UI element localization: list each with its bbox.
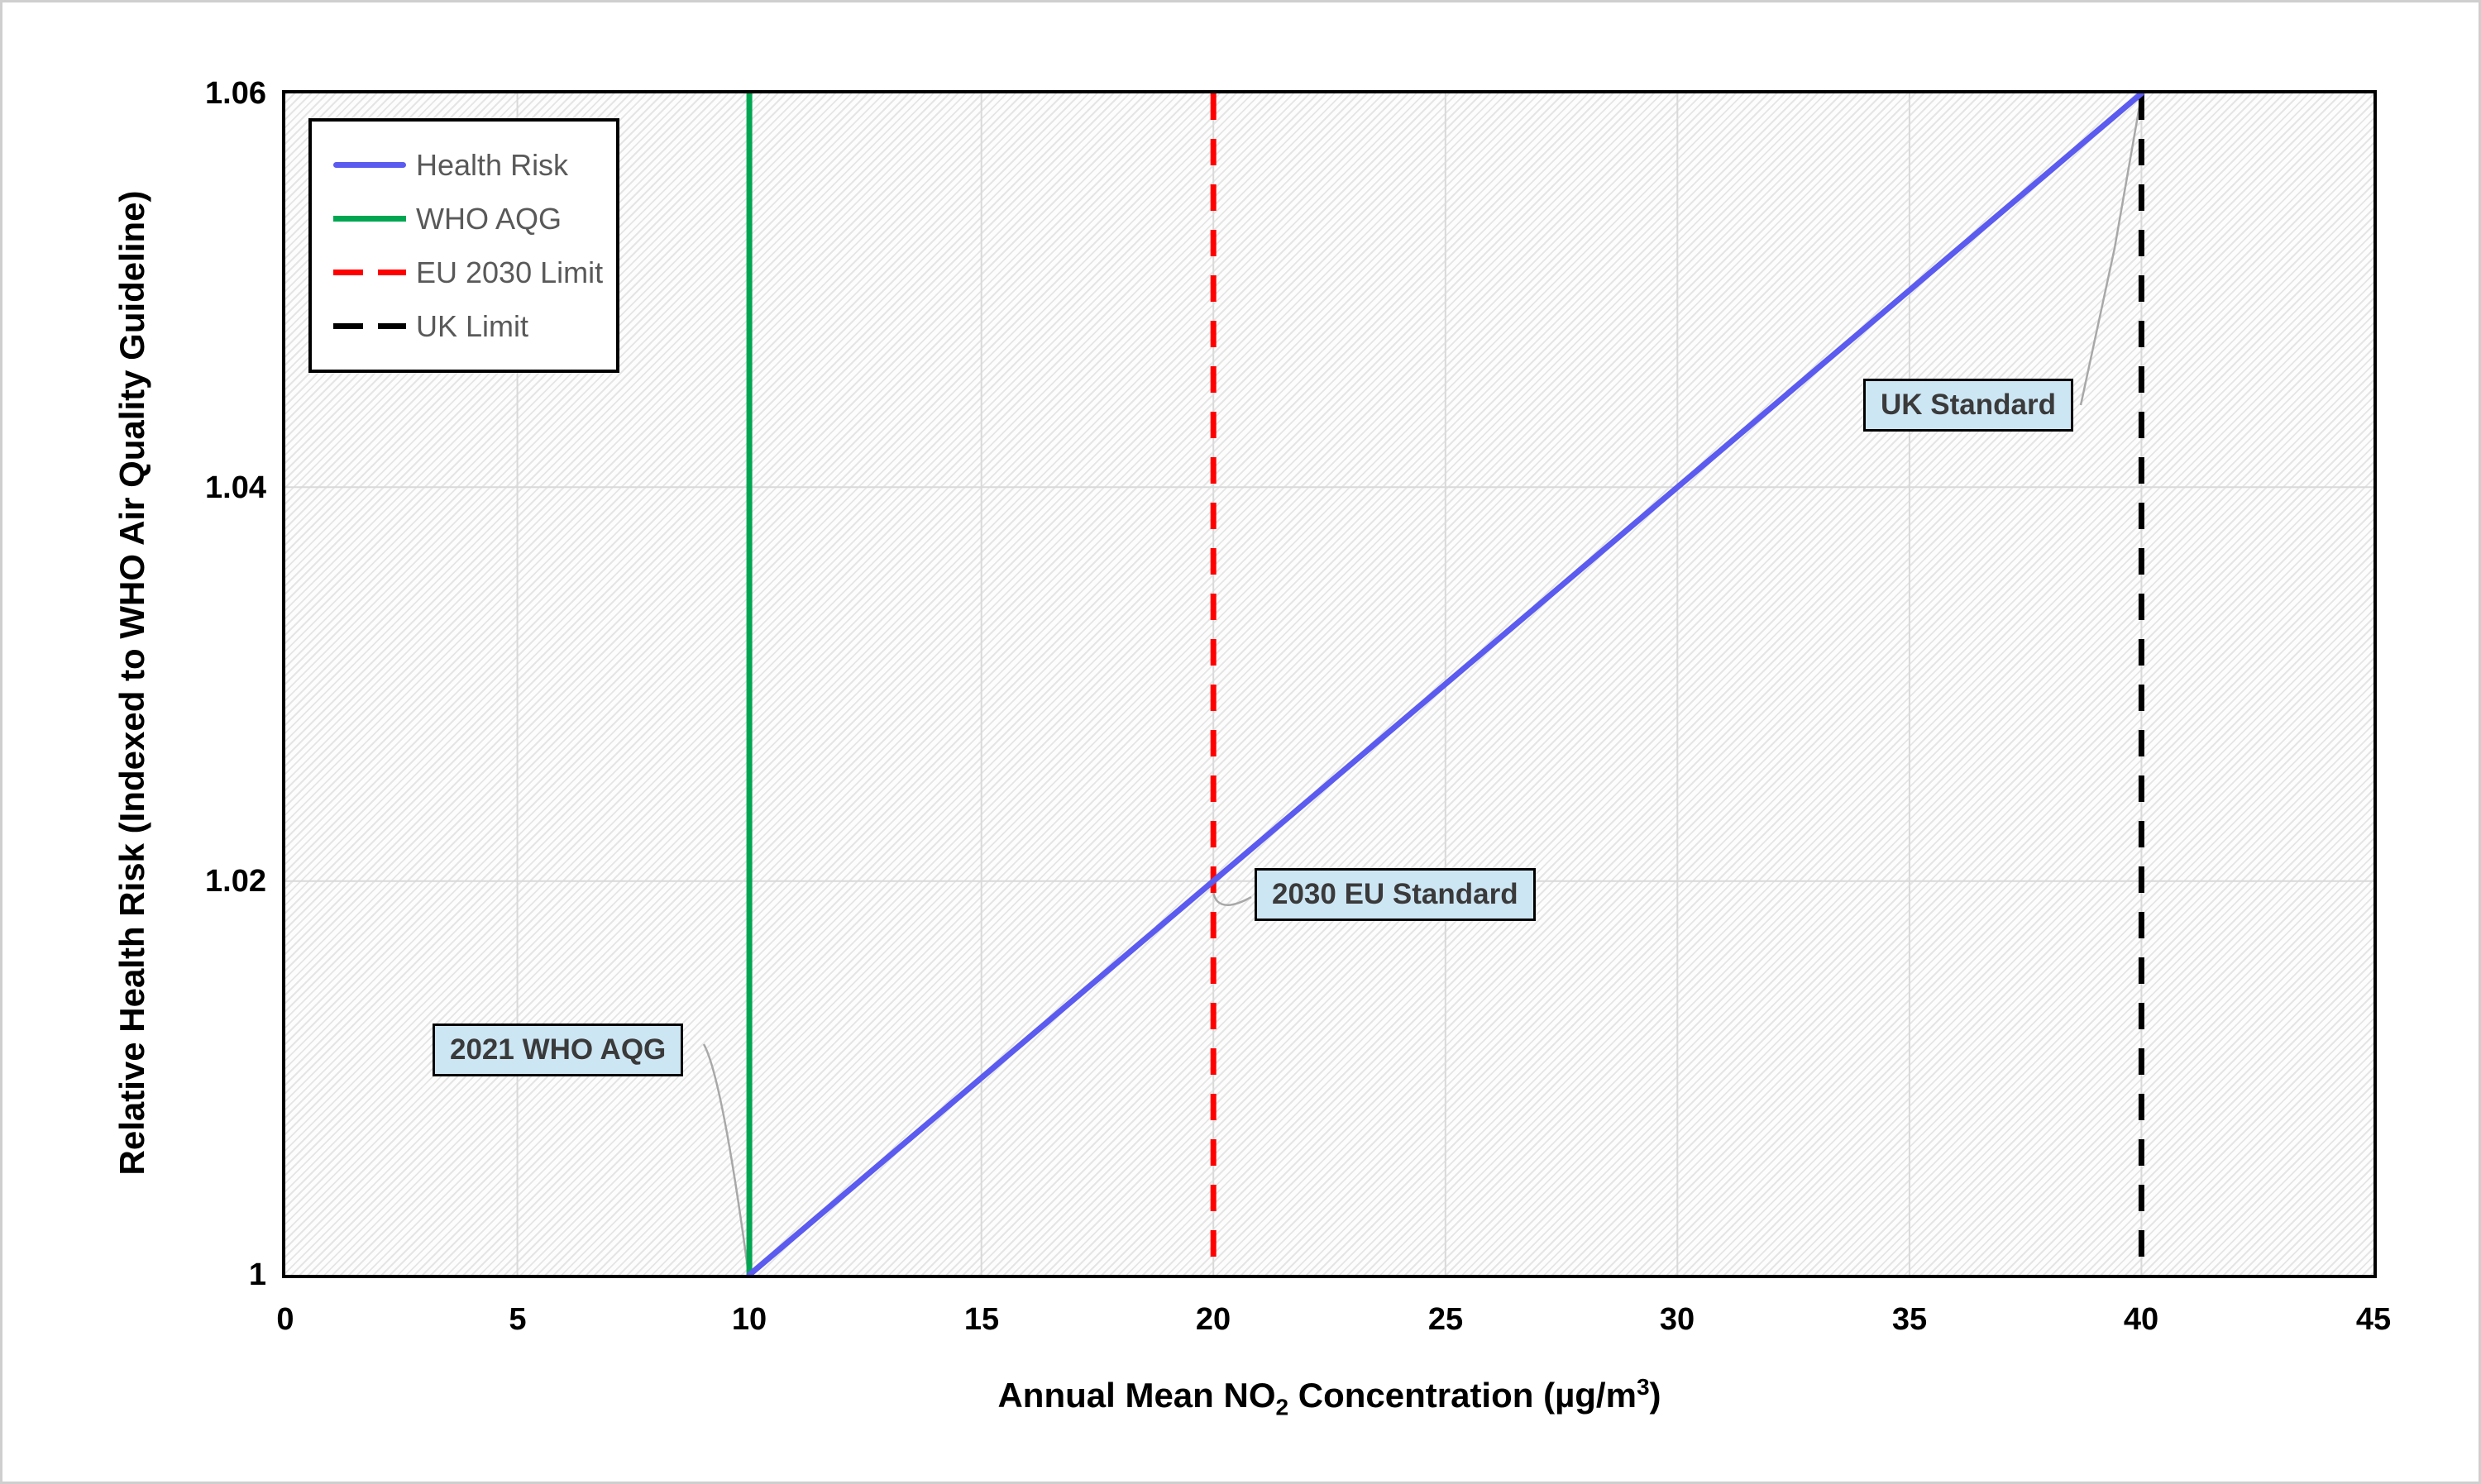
uk-limit-line-sample bbox=[333, 323, 406, 329]
x-tick-label: 25 bbox=[1427, 1302, 1464, 1337]
legend: Health Risk WHO AQG EU 2030 Limit UK Lim… bbox=[308, 118, 619, 373]
legend-label: EU 2030 Limit bbox=[416, 255, 604, 289]
x-axis-title-text: Annual Mean NO bbox=[997, 1376, 1276, 1415]
eu-2030-line-sample bbox=[333, 270, 406, 275]
x-tick-label: 45 bbox=[2355, 1302, 2392, 1337]
y-tick-label: 1.06 bbox=[205, 76, 266, 111]
x-tick-label: 35 bbox=[1891, 1302, 1928, 1337]
leader-line-uk bbox=[2079, 101, 2142, 406]
legend-label: Health Risk bbox=[416, 147, 569, 182]
x-axis-title-superscript: 3 bbox=[1636, 1374, 1650, 1400]
legend-item-uk-limit: UK Limit bbox=[333, 299, 616, 353]
legend-item-health-risk: Health Risk bbox=[333, 138, 616, 192]
y-tick-label: 1 bbox=[248, 1257, 266, 1292]
x-axis-title-subscript: 2 bbox=[1275, 1394, 1289, 1420]
x-axis-title: Annual Mean NO2 Concentration (µg/m3) bbox=[282, 1374, 2377, 1420]
leader-line-who bbox=[702, 1043, 749, 1268]
x-tick-label: 10 bbox=[731, 1302, 767, 1337]
legend-label: WHO AQG bbox=[416, 201, 562, 236]
leader-line-eu bbox=[1212, 883, 1252, 906]
x-tick-label: 20 bbox=[1195, 1302, 1231, 1337]
x-tick-label: 15 bbox=[963, 1302, 1000, 1337]
y-tick-label: 1.02 bbox=[205, 864, 266, 899]
x-tick-label: 30 bbox=[1659, 1302, 1695, 1337]
x-axis-title-text: ) bbox=[1649, 1376, 1661, 1415]
legend-label: UK Limit bbox=[416, 308, 529, 343]
annotation-eu-standard: 2030 EU Standard bbox=[1255, 868, 1536, 921]
who-aqg-line-sample bbox=[333, 216, 406, 222]
y-axis-title: Relative Health Risk (Indexed to WHO Air… bbox=[112, 190, 151, 1176]
legend-item-who-aqg: WHO AQG bbox=[333, 192, 616, 246]
legend-item-eu-2030: EU 2030 Limit bbox=[333, 246, 616, 299]
plot-area: Health Risk WHO AQG EU 2030 Limit UK Lim… bbox=[282, 90, 2377, 1278]
x-axis-title-text: Concentration (µg/m bbox=[1288, 1376, 1637, 1415]
x-tick-label: 5 bbox=[509, 1302, 527, 1337]
x-tick-label: 0 bbox=[276, 1302, 294, 1337]
health-risk-line-sample bbox=[333, 162, 406, 168]
annotation-who-aqg: 2021 WHO AQG bbox=[433, 1024, 684, 1076]
x-tick-label: 40 bbox=[2123, 1302, 2159, 1337]
y-tick-label: 1.04 bbox=[205, 470, 266, 505]
health-risk-line bbox=[746, 93, 2144, 1275]
annotation-uk-standard: UK Standard bbox=[1863, 379, 2073, 432]
plot-canvas bbox=[285, 93, 2373, 1275]
